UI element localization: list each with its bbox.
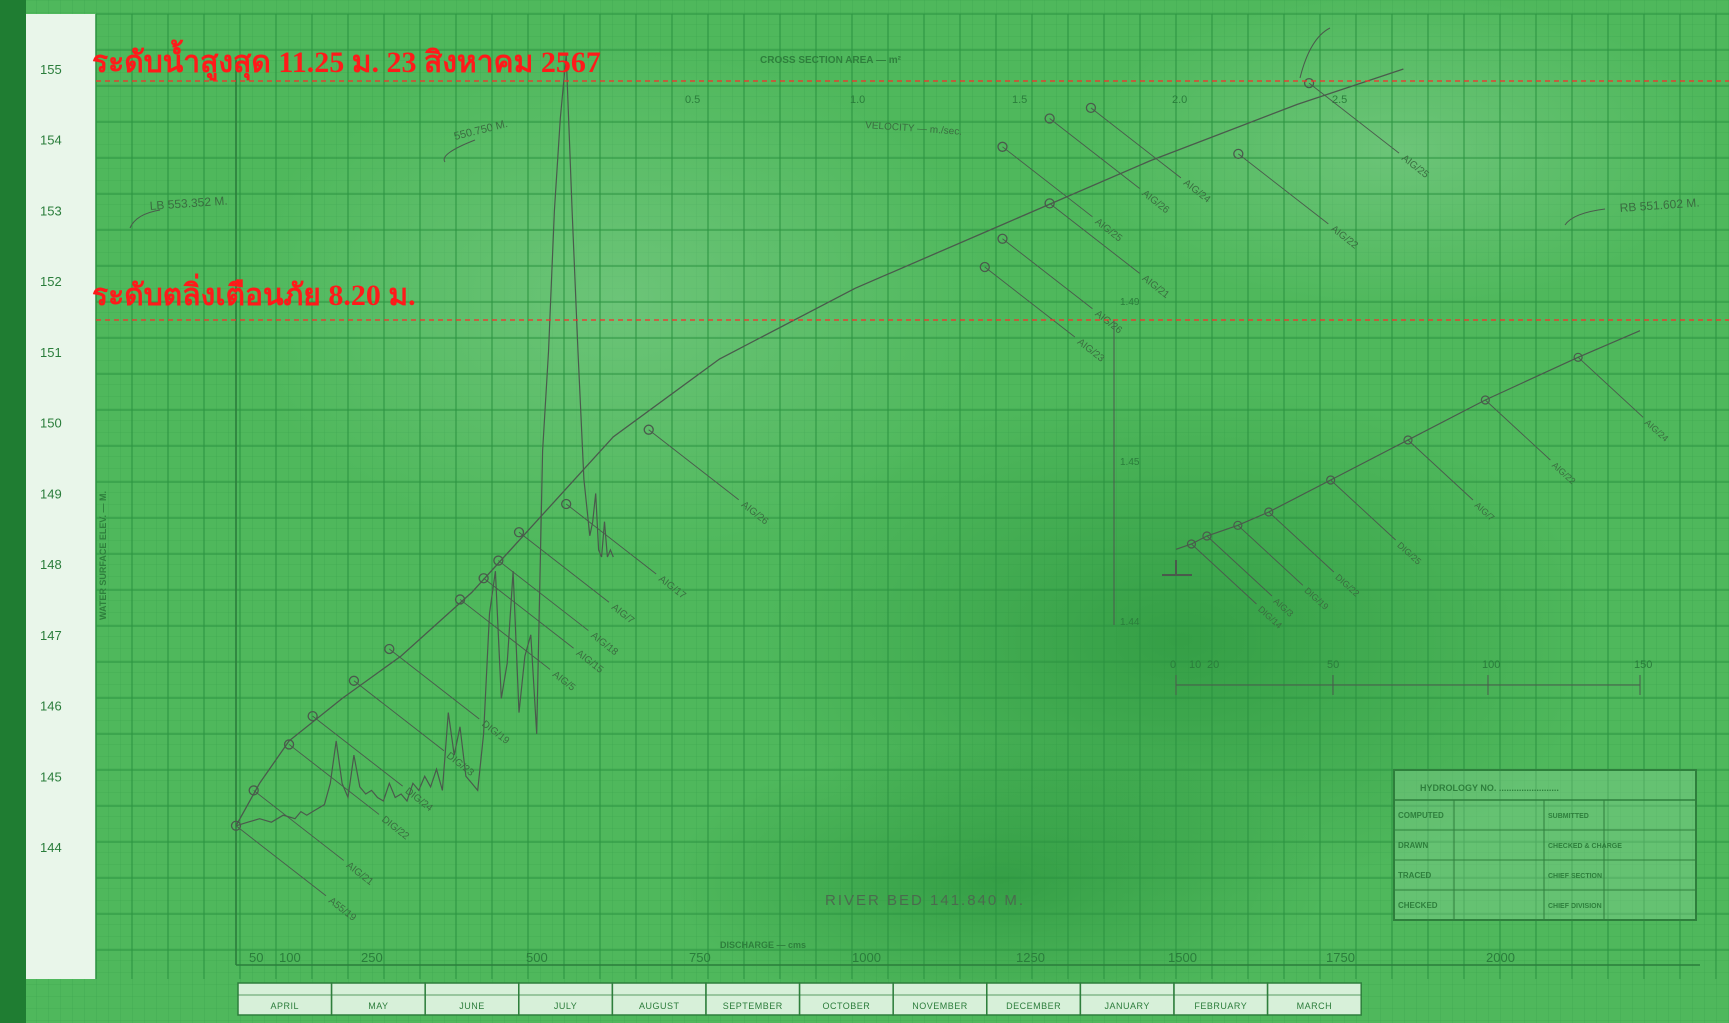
month-cell: APRIL xyxy=(237,982,333,1016)
left-axis-strip xyxy=(26,14,96,979)
inset-y-tick-label: 1.44 xyxy=(1120,617,1140,628)
inset-curve-line xyxy=(1175,330,1641,550)
month-cell: MARCH xyxy=(1266,982,1362,1016)
inset-x-tick-label: 150 xyxy=(1634,659,1652,671)
month-label: FEBRUARY xyxy=(1194,1001,1247,1011)
inset-y-tick-label: 1.49 xyxy=(1120,297,1140,308)
y-tick-label: 148 xyxy=(40,557,62,572)
top-tick-label: 1.0 xyxy=(850,94,865,106)
month-label: AUGUST xyxy=(639,1001,680,1011)
x-tick-label: 50 xyxy=(249,950,263,965)
inset-x-tick-label: 20 xyxy=(1207,659,1219,671)
y-tick-label: 155 xyxy=(40,62,62,77)
top-tick-label: 2.0 xyxy=(1172,94,1187,106)
axis-ticks: 155 154 153 152 151 150 149 148 147 146 145 144 50 10… xyxy=(40,62,1515,965)
month-cell: JULY xyxy=(518,982,614,1016)
inset-y-tick-label: 1.45 xyxy=(1120,457,1140,468)
month-label: JULY xyxy=(554,1001,577,1011)
month-label: OCTOBER xyxy=(822,1001,870,1011)
month-label: MARCH xyxy=(1297,1001,1333,1011)
x-tick-label: 250 xyxy=(361,950,383,965)
max-level-annotation: ระดับน้ำสูงสุด 11.25 ม. 23 สิงหาคม 2567 xyxy=(92,39,601,81)
major-grid xyxy=(95,13,1729,979)
title-block-field: CHIEF SECTION xyxy=(1548,873,1602,880)
y-tick-label: 153 xyxy=(40,203,62,218)
inset-x-tick-label: 0 xyxy=(1170,659,1176,671)
month-label: DECEMBER xyxy=(1006,1001,1061,1011)
y-tick-label: 154 xyxy=(40,133,62,148)
month-cell: FEBRUARY xyxy=(1173,982,1269,1016)
title-block-header: HYDROLOGY NO. ........................ xyxy=(1420,783,1559,793)
month-cell: SEPTEMBER xyxy=(705,982,801,1016)
title-block: HYDROLOGY NO. ........................ C… xyxy=(1393,769,1697,921)
month-cell: JUNE xyxy=(424,982,520,1016)
top-tick-label: 0.5 xyxy=(685,94,700,106)
x-tick-label: 1750 xyxy=(1326,950,1355,965)
month-strip: APRIL MAY JUNE JULY AUGUST SEPTEMBER OCTOBER NO… xyxy=(237,982,1362,1016)
title-block-field: TRACED xyxy=(1398,871,1432,880)
warning-level-annotation: ระดับตลิ่งเตือนภัย 8.20 ม. xyxy=(92,273,416,312)
x-tick-label: 1500 xyxy=(1168,950,1197,965)
title-block-field: COMPUTED xyxy=(1398,811,1444,820)
month-label: APRIL xyxy=(271,1001,300,1011)
y-tick-label: 149 xyxy=(40,486,62,501)
top-axis-label: CROSS SECTION AREA — m² xyxy=(760,55,902,66)
month-cell: NOVEMBER xyxy=(892,982,988,1016)
inset-x-tick-label: 100 xyxy=(1482,659,1500,671)
lb-annotation: LB 553.352 M. xyxy=(149,194,228,213)
river-bed-label: RIVER BED 141.840 M. xyxy=(825,892,1025,909)
rb-annotation: RB 551.602 M. xyxy=(1619,195,1700,215)
month-cell: DECEMBER xyxy=(986,982,1082,1016)
top-tick-label: 1.5 xyxy=(1012,94,1027,106)
y-tick-label: 144 xyxy=(40,840,62,855)
month-label: JUNE xyxy=(459,1001,485,1011)
x-tick-label: 2000 xyxy=(1486,950,1515,965)
x-tick-label: 750 xyxy=(689,950,711,965)
month-cell: OCTOBER xyxy=(798,982,894,1016)
top-tick-label: 2.5 xyxy=(1332,94,1347,106)
y-tick-label: 145 xyxy=(40,769,62,784)
y-tick-label: 146 xyxy=(40,699,62,714)
y-tick-label: 150 xyxy=(40,416,62,431)
y-tick-label: 152 xyxy=(40,274,62,289)
month-label: JANUARY xyxy=(1105,1001,1150,1011)
x-tick-label: 1250 xyxy=(1016,950,1045,965)
title-block-field: CHECKED xyxy=(1398,901,1438,910)
month-cell: MAY xyxy=(330,982,426,1016)
y-tick-label: 151 xyxy=(40,345,62,360)
month-label: NOVEMBER xyxy=(912,1001,968,1011)
month-cell: AUGUST xyxy=(611,982,707,1016)
hydrograph-line xyxy=(235,54,614,827)
inset-x-tick-label: 10 xyxy=(1189,659,1201,671)
y-axis-label: WATER SURFACE ELEV. — M. xyxy=(98,491,108,620)
x-axis-label: DISCHARGE — cms xyxy=(720,940,806,950)
x-tick-label: 500 xyxy=(526,950,548,965)
x-tick-label: 1000 xyxy=(852,950,881,965)
month-label: SEPTEMBER xyxy=(723,1001,783,1011)
title-block-field: CHECKED & CHARGE xyxy=(1548,843,1622,850)
title-block-field: DRAWN xyxy=(1398,841,1428,850)
title-block-field: CHIEF DIVISION xyxy=(1548,903,1602,910)
inset-x-tick-label: 50 xyxy=(1327,659,1339,671)
y-tick-label: 147 xyxy=(40,628,62,643)
title-block-field: SUBMITTED xyxy=(1548,813,1589,820)
month-label: MAY xyxy=(368,1001,388,1011)
x-tick-label: 100 xyxy=(279,950,301,965)
month-cell: JANUARY xyxy=(1079,982,1175,1016)
rating-curve-line xyxy=(235,68,1404,827)
